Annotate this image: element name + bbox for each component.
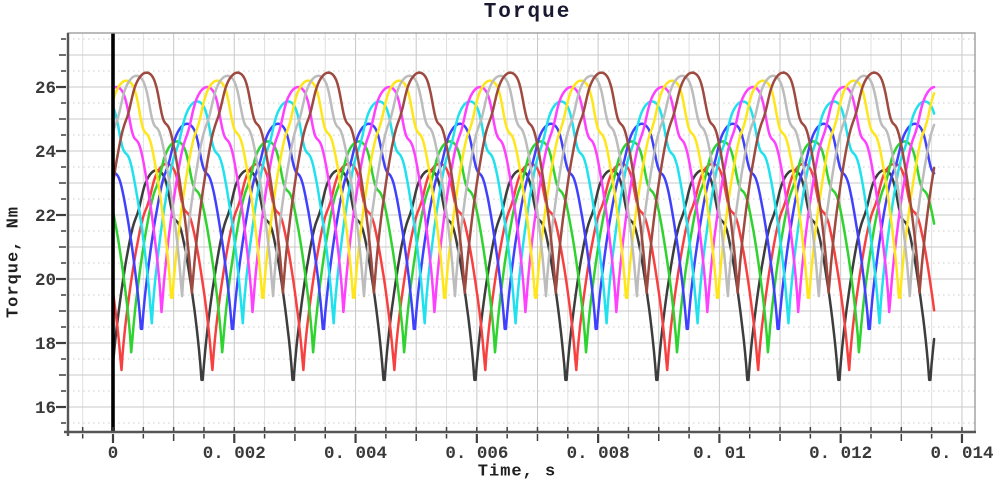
x-tick-label: 0 <box>108 444 119 464</box>
ticks <box>56 38 964 443</box>
tick-labels: 16 18 20 22 24 26 0 0. 002 0. 004 0. 006 0. 008 0. … <box>35 79 993 464</box>
y-tick-label: 24 <box>35 143 56 163</box>
x-tick-label: 0. 008 <box>567 444 630 464</box>
trace-red <box>111 162 936 372</box>
x-tick-label: 0. 014 <box>930 444 993 464</box>
y-axis-label: Torque, Nm <box>4 205 24 319</box>
y-tick-label: 26 <box>35 79 56 99</box>
chart-title: Torque <box>483 1 572 24</box>
x-tick-label: 0. 006 <box>445 444 508 464</box>
x-tick-label: 0. 002 <box>203 444 266 464</box>
y-tick-label: 16 <box>35 399 56 419</box>
x-tick-label: 0. 01 <box>693 444 746 464</box>
trace-cyan <box>111 100 936 325</box>
series-group <box>111 71 936 382</box>
x-tick-label: 0. 004 <box>324 444 387 464</box>
trace-magenta <box>111 85 936 314</box>
y-tick-label: 22 <box>35 207 56 227</box>
x-axis-label: Time, s <box>477 462 557 482</box>
y-tick-label: 18 <box>35 335 56 355</box>
trace-brown <box>111 71 936 295</box>
trace-yellow <box>111 79 936 300</box>
trace-gray <box>111 74 936 298</box>
x-tick-label: 0. 012 <box>809 444 872 464</box>
y-tick-label: 20 <box>35 271 56 291</box>
